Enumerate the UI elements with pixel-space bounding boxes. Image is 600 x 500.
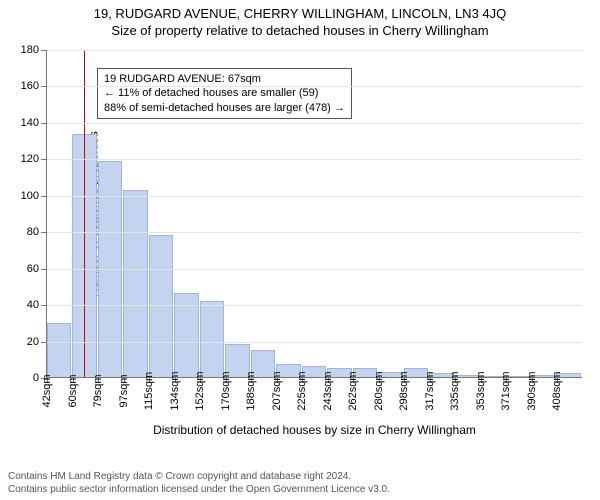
- x-tick-label: 170sqm: [220, 371, 232, 410]
- gridline: [47, 159, 582, 160]
- x-axis-label: Distribution of detached houses by size …: [153, 423, 476, 437]
- x-tick-label: 335sqm: [449, 371, 461, 410]
- x-tick-label: 152sqm: [194, 371, 206, 410]
- gridline: [47, 123, 582, 124]
- y-tick-label: 20: [27, 336, 39, 348]
- footer-line1: Contains HM Land Registry data © Crown c…: [8, 471, 592, 484]
- chart-title-block: 19, RUDGARD AVENUE, CHERRY WILLINGHAM, L…: [0, 0, 600, 38]
- chart: Number of detached properties Distributi…: [0, 42, 600, 440]
- gridline: [47, 86, 582, 87]
- y-tick-label: 120: [21, 153, 39, 165]
- y-tick: [41, 50, 47, 51]
- gridline: [47, 50, 582, 51]
- reference-marker-line: [84, 50, 85, 377]
- x-tick-label: 97sqm: [118, 374, 130, 407]
- x-tick-label: 408sqm: [551, 371, 563, 410]
- x-tick-label: 79sqm: [92, 374, 104, 407]
- x-tick-label: 115sqm: [143, 372, 155, 410]
- x-tick-label: 317sqm: [424, 371, 436, 410]
- gridline: [47, 269, 582, 270]
- y-tick: [41, 159, 47, 160]
- y-tick-label: 180: [21, 44, 39, 56]
- histogram-bar: [123, 190, 147, 377]
- y-tick: [41, 269, 47, 270]
- gridline: [47, 305, 582, 306]
- y-tick: [41, 123, 47, 124]
- x-tick-label: 42sqm: [41, 374, 53, 407]
- x-tick-label: 298sqm: [398, 371, 410, 410]
- annotation-line: 19 RUDGARD AVENUE: 67sqm: [104, 72, 345, 86]
- x-tick-label: 390sqm: [526, 371, 538, 410]
- y-tick-label: 80: [27, 226, 39, 238]
- y-tick-label: 0: [33, 372, 39, 384]
- chart-title-line2: Size of property relative to detached ho…: [0, 23, 600, 38]
- gridline: [47, 196, 582, 197]
- y-tick-label: 100: [21, 190, 39, 202]
- x-tick-label: 60sqm: [67, 374, 79, 407]
- annotation-line: 88% of semi-detached houses are larger (…: [104, 101, 345, 115]
- y-tick: [41, 232, 47, 233]
- x-tick-label: 134sqm: [169, 371, 181, 410]
- gridline: [47, 342, 582, 343]
- y-tick-label: 140: [21, 117, 39, 129]
- y-tick-label: 160: [21, 80, 39, 92]
- footer-line2: Contains public sector information licen…: [8, 484, 592, 497]
- x-tick-label: 207sqm: [271, 371, 283, 410]
- x-tick-label: 280sqm: [373, 371, 385, 410]
- y-tick: [41, 342, 47, 343]
- plot-area: Number of detached properties Distributi…: [46, 50, 582, 378]
- x-tick-label: 188sqm: [245, 371, 257, 410]
- x-tick-label: 243sqm: [322, 371, 334, 410]
- chart-title-line1: 19, RUDGARD AVENUE, CHERRY WILLINGHAM, L…: [0, 6, 600, 21]
- x-tick-label: 262sqm: [347, 371, 359, 410]
- gridline: [47, 232, 582, 233]
- annotation-box: 19 RUDGARD AVENUE: 67sqm← 11% of detache…: [97, 68, 352, 119]
- histogram-bar: [149, 235, 173, 377]
- x-tick-label: 353sqm: [475, 371, 487, 410]
- x-tick-label: 225sqm: [296, 371, 308, 410]
- histogram-bar: [47, 323, 71, 378]
- y-tick: [41, 196, 47, 197]
- y-tick-label: 40: [27, 299, 39, 311]
- x-tick-label: 371sqm: [500, 371, 512, 410]
- histogram-bar: [200, 301, 224, 377]
- annotation-line: ← 11% of detached houses are smaller (59…: [104, 86, 345, 100]
- histogram-bar: [72, 134, 96, 377]
- y-tick: [41, 86, 47, 87]
- attribution-footer: Contains HM Land Registry data © Crown c…: [8, 471, 592, 496]
- y-tick: [41, 305, 47, 306]
- y-tick-label: 60: [27, 263, 39, 275]
